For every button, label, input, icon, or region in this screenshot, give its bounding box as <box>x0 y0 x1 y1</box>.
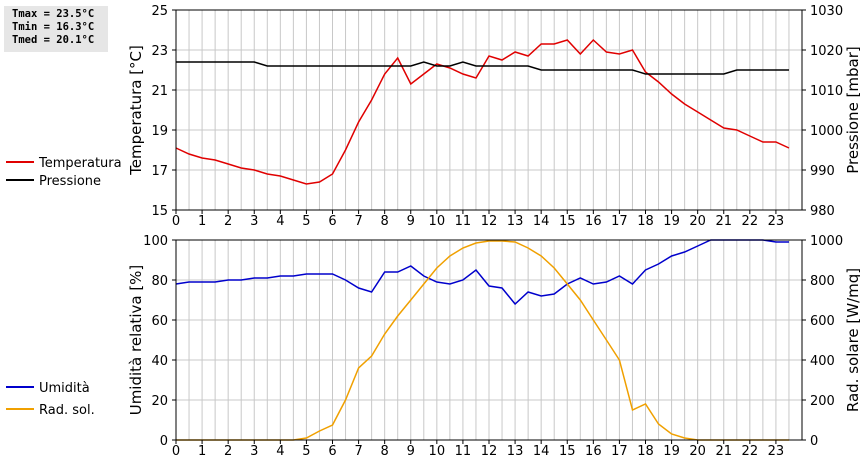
plot-bottom: 0 1 2 3 4 5 6 7 8 9 10 11 12 13 14 15 16 17 18 19 20 21 22 2302… <box>143 234 843 459</box>
x-tick-label-22: 22 <box>742 214 759 229</box>
x-tick-label-18: 18 <box>637 214 654 229</box>
tmax-text: Tmax = 23.5°C <box>12 8 95 20</box>
tmin-text: Tmin = 16.3°C <box>12 21 95 33</box>
x-tick-label-14: 14 <box>533 444 550 459</box>
x-tick-label-5: 5 <box>302 444 310 459</box>
y2-tick-label-990: 990 <box>810 164 835 179</box>
x-tick-label-14: 14 <box>533 214 550 229</box>
y2-tick-label-600: 600 <box>810 314 835 329</box>
x-tick-label-12: 12 <box>481 444 498 459</box>
y-tick-label-40: 40 <box>151 354 168 369</box>
y-tick-label-17: 17 <box>151 164 168 179</box>
x-tick-label-6: 6 <box>328 214 336 229</box>
tmed-text: Tmed = 20.1°C <box>12 34 95 46</box>
x-tick-label-3: 3 <box>250 214 258 229</box>
x-tick-label-19: 19 <box>663 444 680 459</box>
x-tick-label-5: 5 <box>302 214 310 229</box>
x-tick-label-23: 23 <box>768 214 785 229</box>
y2-tick-label-800: 800 <box>810 274 835 289</box>
legend-bottom: Umidità Rad. sol. <box>6 381 95 418</box>
x-tick-label-17: 17 <box>611 214 628 229</box>
y2-tick-label-980: 980 <box>810 204 835 219</box>
x-tick-label-1: 1 <box>198 444 206 459</box>
x-tick-label-9: 9 <box>407 444 415 459</box>
y2-tick-label-1000: 1000 <box>810 124 843 139</box>
x-tick-label-10: 10 <box>429 214 446 229</box>
series-temperatura-line <box>175 38 790 185</box>
pressione-axis-label: Pressione [mbar] <box>844 46 860 174</box>
stats-box: Tmax = 23.5°C Tmin = 16.3°C Tmed = 20.1°… <box>4 6 108 52</box>
x-tick-label-7: 7 <box>354 444 362 459</box>
y2-tick-label-200: 200 <box>810 394 835 409</box>
x-tick-label-1: 1 <box>198 214 206 229</box>
y-tick-label-25: 25 <box>151 4 168 19</box>
x-tick-label-11: 11 <box>455 214 472 229</box>
y-tick-label-0: 0 <box>160 434 168 449</box>
x-tick-label-20: 20 <box>689 444 706 459</box>
x-tick-label-8: 8 <box>381 444 389 459</box>
y-tick-label-19: 19 <box>151 124 168 139</box>
x-tick-label-4: 4 <box>276 444 284 459</box>
y2-tick-label-0: 0 <box>810 434 818 449</box>
temperatura-axis-label: Temperatura [°C] <box>127 45 145 176</box>
series-umidit--line <box>175 239 789 306</box>
radsol-axis-label: Rad. solare [W/mq] <box>844 268 860 412</box>
x-tick-label-2: 2 <box>224 444 232 459</box>
y2-tick-label-1030: 1030 <box>810 4 843 19</box>
x-tick-label-7: 7 <box>354 214 362 229</box>
x-tick-label-11: 11 <box>455 444 472 459</box>
y-tick-label-20: 20 <box>151 394 168 409</box>
x-tick-label-16: 16 <box>585 444 602 459</box>
x-tick-label-4: 4 <box>276 214 284 229</box>
x-tick-label-15: 15 <box>559 444 576 459</box>
x-tick-label-21: 21 <box>715 214 732 229</box>
x-tick-label-17: 17 <box>611 444 628 459</box>
y-tick-label-80: 80 <box>151 274 168 289</box>
y2-tick-label-1020: 1020 <box>810 44 843 59</box>
x-tick-label-12: 12 <box>481 214 498 229</box>
x-tick-label-23: 23 <box>768 444 785 459</box>
legend-pressione-label: Pressione <box>39 174 101 189</box>
y-tick-label-60: 60 <box>151 314 168 329</box>
x-tick-label-18: 18 <box>637 444 654 459</box>
legend-umidita-label: Umidità <box>39 381 90 396</box>
x-tick-label-22: 22 <box>742 444 759 459</box>
x-tick-label-13: 13 <box>507 214 524 229</box>
series-pressione-line <box>176 61 789 75</box>
y2-tick-label-400: 400 <box>810 354 835 369</box>
x-tick-label-20: 20 <box>689 214 706 229</box>
x-tick-label-19: 19 <box>663 214 680 229</box>
legend-radsol-label: Rad. sol. <box>39 403 95 418</box>
y-tick-label-23: 23 <box>151 44 168 59</box>
y2-tick-label-1000: 1000 <box>810 234 843 249</box>
x-tick-label-6: 6 <box>328 444 336 459</box>
x-tick-label-0: 0 <box>172 444 180 459</box>
x-tick-label-8: 8 <box>381 214 389 229</box>
legend-top: Temperatura Pressione <box>6 156 122 189</box>
x-tick-label-2: 2 <box>224 214 232 229</box>
x-tick-label-0: 0 <box>172 214 180 229</box>
y-tick-label-15: 15 <box>151 204 168 219</box>
x-tick-label-16: 16 <box>585 214 602 229</box>
x-tick-label-3: 3 <box>250 444 258 459</box>
x-tick-label-21: 21 <box>715 444 732 459</box>
x-tick-label-13: 13 <box>507 444 524 459</box>
series-rad-sol--line <box>176 240 789 441</box>
y-tick-label-100: 100 <box>143 234 168 249</box>
legend-temperatura-label: Temperatura <box>38 156 122 171</box>
x-tick-label-9: 9 <box>407 214 415 229</box>
x-tick-label-10: 10 <box>429 444 446 459</box>
y2-tick-label-1010: 1010 <box>810 84 843 99</box>
y-tick-label-21: 21 <box>151 84 168 99</box>
umidita-axis-label: Umidità relativa [%] <box>127 265 145 416</box>
plots: 0 1 2 3 4 5 6 7 8 9 10 11 12 13 14 15 16 17 18 19 20 21 22 2315… <box>143 4 843 459</box>
x-tick-label-15: 15 <box>559 214 576 229</box>
plot-top: 0 1 2 3 4 5 6 7 8 9 10 11 12 13 14 15 16 17 18 19 20 21 22 2315… <box>151 4 843 229</box>
